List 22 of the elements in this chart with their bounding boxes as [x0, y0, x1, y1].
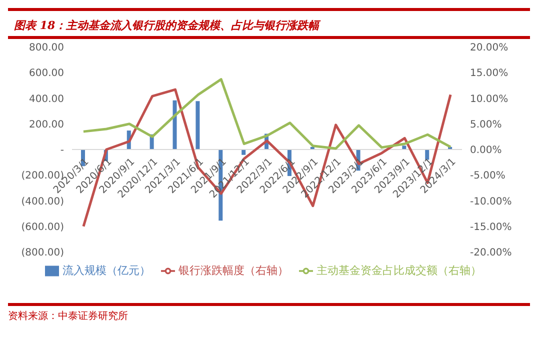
y2-tick-label: -20.00%	[470, 248, 512, 259]
y-tick-label: 600.00	[29, 68, 64, 80]
y-tick-label: -	[60, 145, 64, 156]
legend-label: 主动基金资金占比成交额（右轴）	[316, 264, 482, 277]
y2-tick-label: 20.00%	[470, 42, 508, 54]
y-tick-label: (600.00)	[21, 222, 64, 233]
y2-tick-label: 0.00%	[470, 145, 502, 156]
y2-tick-label: 10.00%	[470, 94, 508, 105]
y2-tick-label: -5.00%	[470, 170, 506, 182]
text: 资料来源：中泰证券研究所	[8, 310, 129, 323]
y2-tick-label: 15.00%	[470, 68, 508, 80]
y-tick-label: (400.00)	[21, 196, 64, 208]
y2-tick-label: -15.00%	[470, 222, 512, 233]
legend-label: 流入规模（亿元）	[62, 264, 150, 277]
y-tick-label: (800.00)	[21, 248, 64, 259]
legend-label: 银行涨跌幅度（右轴）	[178, 264, 288, 277]
y2-tick-label: 5.00%	[470, 119, 502, 130]
y-tick-label: 800.00	[29, 42, 64, 54]
chart-title: 图表 18：主动基金流入银行股的资金规模、占比与银行涨跌幅	[14, 19, 320, 32]
y-tick-label: 200.00	[29, 119, 64, 130]
y2-tick-label: -10.00%	[470, 196, 512, 208]
y-tick-label: 400.00	[29, 94, 64, 105]
